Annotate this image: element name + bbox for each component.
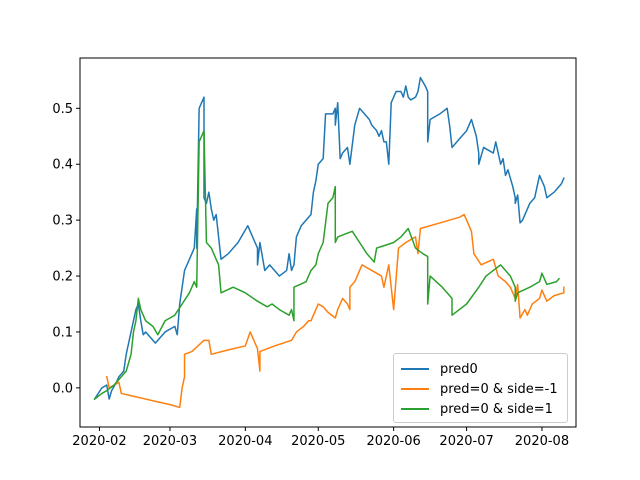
legend-label-side-plus1: pred=0 & side=1 bbox=[440, 401, 553, 417]
y-tick-label: 0.2 bbox=[52, 270, 73, 285]
x-tick-label: 2020-05 bbox=[291, 434, 345, 449]
legend-item-side-minus1: pred=0 & side=-1 bbox=[401, 379, 560, 399]
series-line-2-pred-0-side-1 bbox=[105, 213, 565, 409]
legend-label-side-minus1: pred=0 & side=-1 bbox=[440, 381, 558, 397]
axes-frame bbox=[79, 57, 577, 428]
x-tick-label: 2020-04 bbox=[218, 434, 272, 449]
legend: pred0 pred=0 & side=-1 pred=0 & side=1 bbox=[393, 353, 568, 423]
legend-swatch-pred0 bbox=[401, 368, 429, 370]
y-tick-label: 0.5 bbox=[52, 102, 73, 117]
series-line-3-pred-0-side-1 bbox=[93, 129, 561, 401]
axes-layer bbox=[79, 57, 577, 428]
x-tick-label: 2020-03 bbox=[143, 434, 197, 449]
x-tick-label: 2020-02 bbox=[72, 434, 126, 449]
x-tick-label: 2020-08 bbox=[515, 434, 569, 449]
y-tick-label: 0.0 bbox=[52, 381, 73, 396]
legend-swatch-side-minus1 bbox=[401, 388, 429, 390]
y-tick-label: 0.4 bbox=[52, 158, 73, 173]
y-tick-label: 0.3 bbox=[52, 214, 73, 229]
legend-item-side-plus1: pred=0 & side=1 bbox=[401, 399, 560, 419]
series-layer bbox=[93, 76, 565, 409]
legend-swatch-side-plus1 bbox=[401, 408, 429, 410]
x-tick-label: 2020-07 bbox=[439, 434, 493, 449]
series-line-1-pred0 bbox=[93, 76, 565, 401]
x-axis: 2020-02 2020-03 2020-04 2020-05 2020-06 2020-… bbox=[72, 427, 569, 449]
y-tick-label: 0.1 bbox=[52, 325, 73, 340]
x-tick-label: 2020-06 bbox=[366, 434, 420, 449]
legend-label-pred0: pred0 bbox=[440, 361, 478, 377]
y-axis: 0.0 0.1 0.2 0.3 0.4 0.5 bbox=[52, 102, 80, 396]
legend-item-pred0: pred0 bbox=[401, 359, 560, 379]
